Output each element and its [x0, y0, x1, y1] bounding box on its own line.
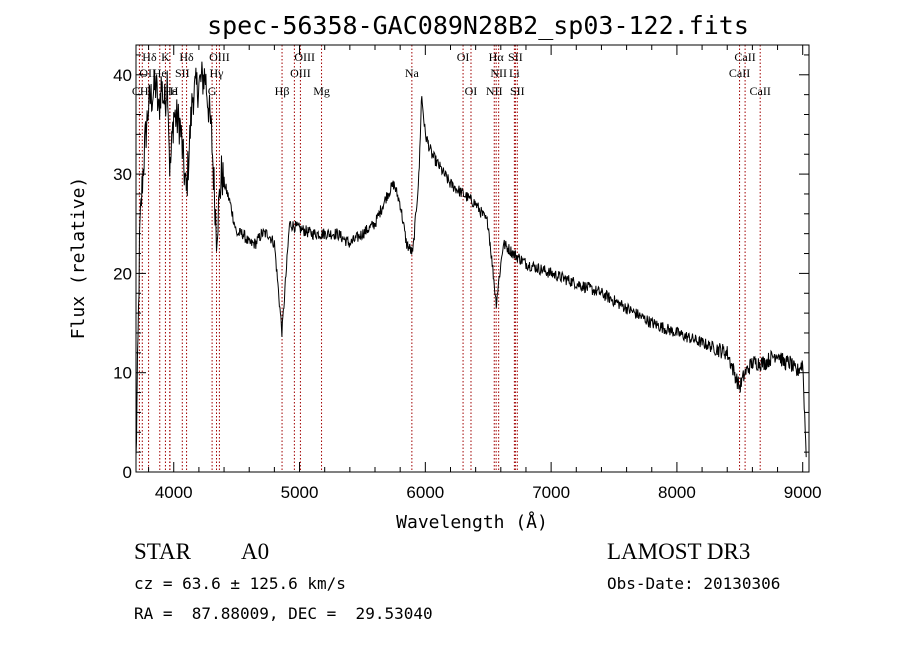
y-tick-label-3: 30	[113, 165, 132, 184]
line-label-16: Li	[509, 66, 520, 80]
line-label-15: NII	[490, 66, 507, 80]
line-label-13: OIII	[290, 66, 311, 80]
x-tick-label-0: 4000	[155, 483, 193, 502]
y-axis-ticks: 0 10 20 30 40	[113, 54, 809, 482]
line-label-2: Hδ	[179, 50, 194, 64]
y-tick-label-2: 20	[113, 264, 132, 283]
redshift-cz: cz = 63.6 ± 125.6 km/s	[134, 574, 346, 593]
observation-date: Obs-Date: 20130306	[607, 574, 781, 593]
line-label-4: OIII	[294, 50, 315, 64]
line-label-25: NII	[486, 84, 503, 98]
line-label-6: Hα	[489, 50, 505, 64]
line-label-17: CaII	[729, 66, 750, 80]
line-label-20: H	[170, 84, 179, 98]
x-axis-ticks: 4000 5000 6000 7000 8000 9000	[148, 45, 822, 502]
line-label-22: Hβ	[275, 84, 290, 98]
line-label-26: SII	[510, 84, 525, 98]
y-tick-label-1: 10	[113, 364, 132, 383]
line-label-1: K	[161, 50, 170, 64]
coordinates: RA = 87.88009, DEC = 29.53040	[134, 604, 433, 623]
line-label-27: CaII	[750, 84, 771, 98]
survey-name: LAMOST DR3	[607, 539, 751, 564]
line-label-12: Hγ	[210, 66, 225, 80]
x-tick-label-5: 9000	[784, 483, 822, 502]
object-subclass: A0	[241, 539, 270, 564]
line-label-8: CaII	[734, 50, 755, 64]
plot-frame	[135, 44, 810, 473]
line-label-23: Mg	[313, 84, 330, 98]
line-label-14: Na	[405, 66, 420, 80]
line-label-7: SII	[508, 50, 523, 64]
line-label-21: G	[208, 84, 217, 98]
line-label-9: OII	[139, 66, 156, 80]
line-label-24: OI	[465, 84, 478, 98]
x-tick-label-2: 6000	[406, 483, 444, 502]
x-axis-label: Wavelength (Å)	[396, 511, 548, 533]
y-tick-label-4: 40	[113, 66, 132, 85]
y-axis-label: Flux (relative)	[68, 177, 89, 340]
spectrum-chart: spec-56358-GAC089N28B2_sp03-122.fits Hδ K…	[68, 11, 822, 533]
x-tick-label-4: 8000	[658, 483, 696, 502]
x-tick-label-3: 7000	[532, 483, 570, 502]
object-class: STAR	[134, 539, 191, 564]
spectral-line-markers	[138, 45, 761, 472]
y-tick-label-0: 0	[123, 463, 132, 482]
line-label-3: OIII	[209, 50, 230, 64]
line-label-0: Hδ	[142, 50, 157, 64]
line-label-11: SII	[175, 66, 190, 80]
spectrum-line	[135, 61, 807, 458]
chart-title: spec-56358-GAC089N28B2_sp03-122.fits	[207, 11, 749, 40]
x-tick-label-1: 5000	[281, 483, 319, 502]
line-label-5: OI	[457, 50, 470, 64]
line-label-18: CH	[132, 84, 149, 98]
